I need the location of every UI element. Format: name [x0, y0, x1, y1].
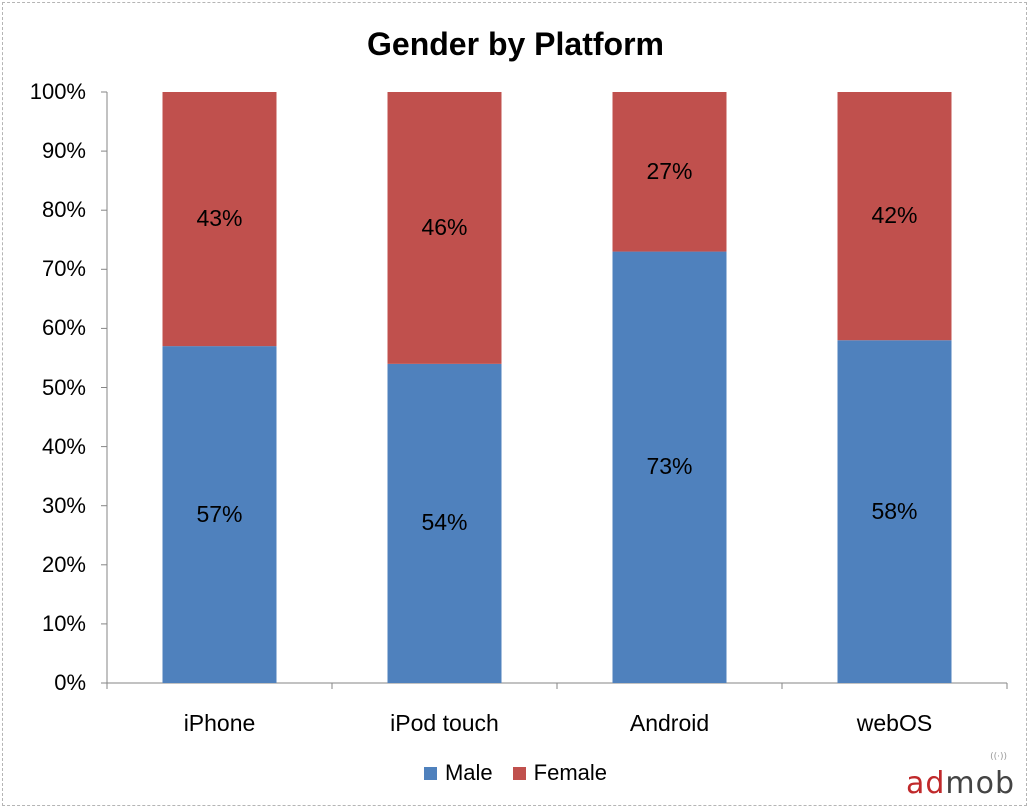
logo-suffix: mob [945, 766, 1015, 801]
bar-female-1 [387, 92, 502, 364]
y-tick-label: 40% [41, 433, 86, 459]
data-label-male: 58% [871, 497, 918, 524]
y-tick-label: 0% [54, 670, 86, 695]
legend-swatch-male [423, 766, 437, 780]
y-tick-label: 100% [29, 79, 86, 104]
legend-label-female: Female [533, 760, 608, 785]
data-label-male: 54% [421, 509, 468, 536]
bar-male-0 [162, 346, 277, 683]
y-tick-label: 50% [41, 374, 86, 400]
legend-item-male: Male [423, 760, 493, 786]
x-tick-label: iPhone [183, 710, 256, 736]
bar-male-2 [612, 251, 727, 683]
y-tick-label: 20% [41, 551, 86, 577]
signal-icon: ((·)) [990, 752, 1007, 762]
x-tick-label: iPod touch [390, 710, 499, 736]
y-tick-label: 10% [41, 610, 86, 636]
data-label-female: 46% [421, 213, 468, 240]
chart-title: Gender by Platform [367, 26, 664, 62]
admob-logo: ((·)) admob [905, 752, 1015, 801]
x-tick-label: webOS [856, 710, 933, 736]
bar-female-0 [162, 92, 277, 347]
legend: Male Female [0, 760, 1031, 786]
y-tick-label: 80% [41, 197, 86, 223]
data-label-female: 42% [871, 202, 918, 229]
y-tick-label: 60% [41, 315, 86, 341]
legend-swatch-female [512, 766, 526, 780]
bar-male-1 [387, 363, 502, 683]
legend-label-male: Male [444, 760, 493, 785]
data-label-male: 57% [196, 500, 243, 527]
logo-prefix: ad [905, 766, 946, 801]
y-tick-label: 70% [41, 256, 86, 282]
bar-female-3 [837, 92, 952, 341]
data-label-male: 73% [646, 453, 693, 480]
data-label-female: 27% [646, 157, 693, 184]
legend-item-female: Female [512, 760, 608, 786]
data-label-female: 43% [196, 205, 243, 232]
bar-female-2 [612, 92, 727, 252]
y-tick-label: 30% [41, 492, 86, 518]
y-tick-label: 90% [41, 138, 86, 164]
x-tick-label: Android [629, 710, 710, 736]
bar-male-3 [837, 340, 952, 683]
